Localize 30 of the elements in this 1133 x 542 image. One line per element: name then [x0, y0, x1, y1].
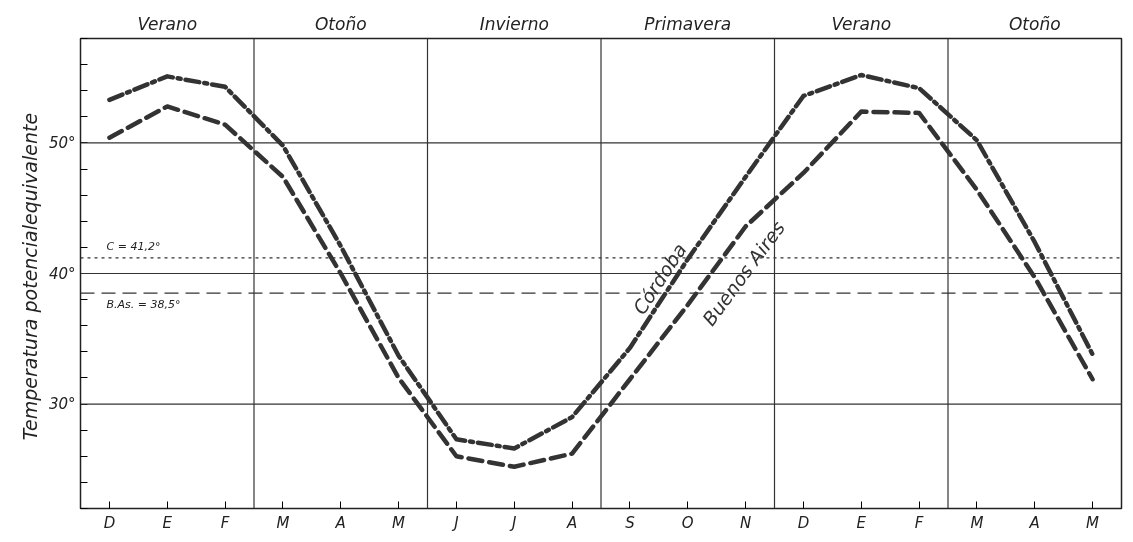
text: Invierno	[479, 13, 549, 34]
x-tick-label: A	[565, 513, 578, 532]
text: Verano	[831, 13, 892, 34]
x-tick-label: E	[856, 513, 867, 532]
x-tick-label: A	[334, 513, 346, 532]
text: Otoño	[1008, 13, 1061, 34]
x-tick-label: S	[625, 513, 636, 532]
x-tick-label: D	[797, 513, 810, 532]
x-tick-label: M	[970, 513, 984, 532]
text: Primavera	[644, 13, 732, 34]
x-tick-label: M	[1086, 513, 1100, 532]
y-axis-title: Temperatura potencialequivalente	[18, 112, 41, 441]
text: Otoño	[314, 13, 367, 34]
x-tick-label: O	[681, 513, 694, 532]
x-tick-label: N	[739, 513, 752, 532]
x-tick-label: D	[103, 513, 116, 532]
x-tick-label: F	[220, 513, 230, 532]
x-tick-label: J	[451, 513, 459, 532]
x-tick-label: F	[914, 513, 924, 532]
x-tick-label: A	[1028, 513, 1040, 532]
y-tick-label: 50°	[48, 133, 76, 152]
x-tick-label: J	[509, 513, 517, 532]
x-tick-label: M	[392, 513, 406, 532]
text: Verano	[137, 13, 198, 34]
x-tick-label: M	[276, 513, 290, 532]
y-tick-label: 40°	[48, 264, 76, 283]
ref-line-label: C = 41,2°	[106, 239, 161, 253]
ref-line-label: B.As. = 38,5°	[106, 298, 181, 312]
x-tick-label: E	[162, 513, 173, 532]
y-tick-label: 30°	[48, 395, 76, 414]
